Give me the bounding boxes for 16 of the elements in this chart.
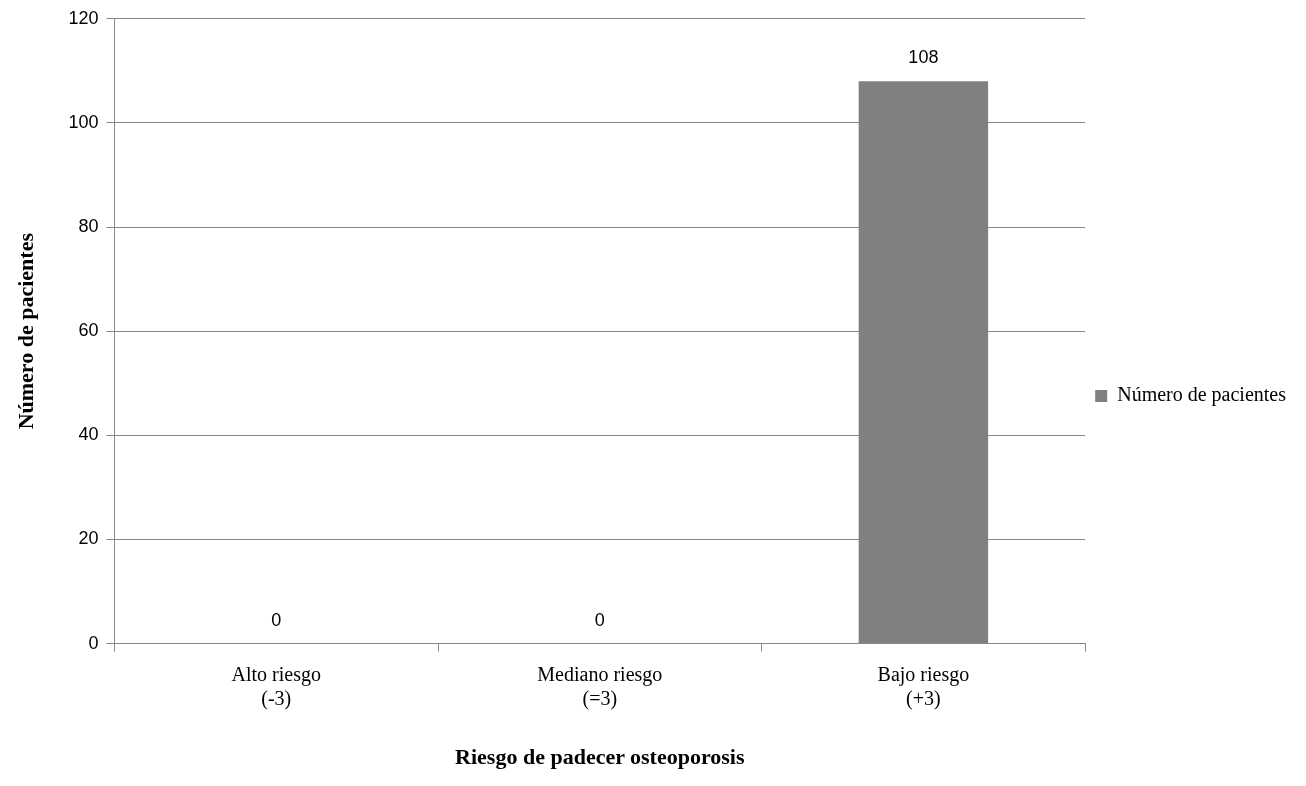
y-tick-label: 40 (78, 424, 99, 445)
y-tick-label: 20 (78, 528, 99, 549)
y-tick-label: 120 (68, 7, 99, 28)
y-axis-title: Número de pacientes (12, 232, 38, 430)
data-label: 108 (908, 47, 939, 68)
y-tick-label: 0 (88, 632, 99, 653)
x-axis-title: Riesgo de padecer osteoporosis (455, 744, 745, 770)
data-label: 0 (271, 609, 282, 630)
data-label: 0 (594, 609, 605, 630)
y-tick-label: 60 (78, 320, 99, 341)
y-tick-label: 80 (78, 216, 99, 237)
y-tick-label: 100 (68, 111, 99, 132)
legend-label: Número de pacientes (1117, 383, 1287, 407)
x-tick-label: Bajo riesgo (+3) (877, 662, 970, 710)
x-tick-label: Alto riesgo (-3) (231, 662, 321, 710)
x-tick-label: Mediano riesgo (=3) (537, 662, 663, 710)
